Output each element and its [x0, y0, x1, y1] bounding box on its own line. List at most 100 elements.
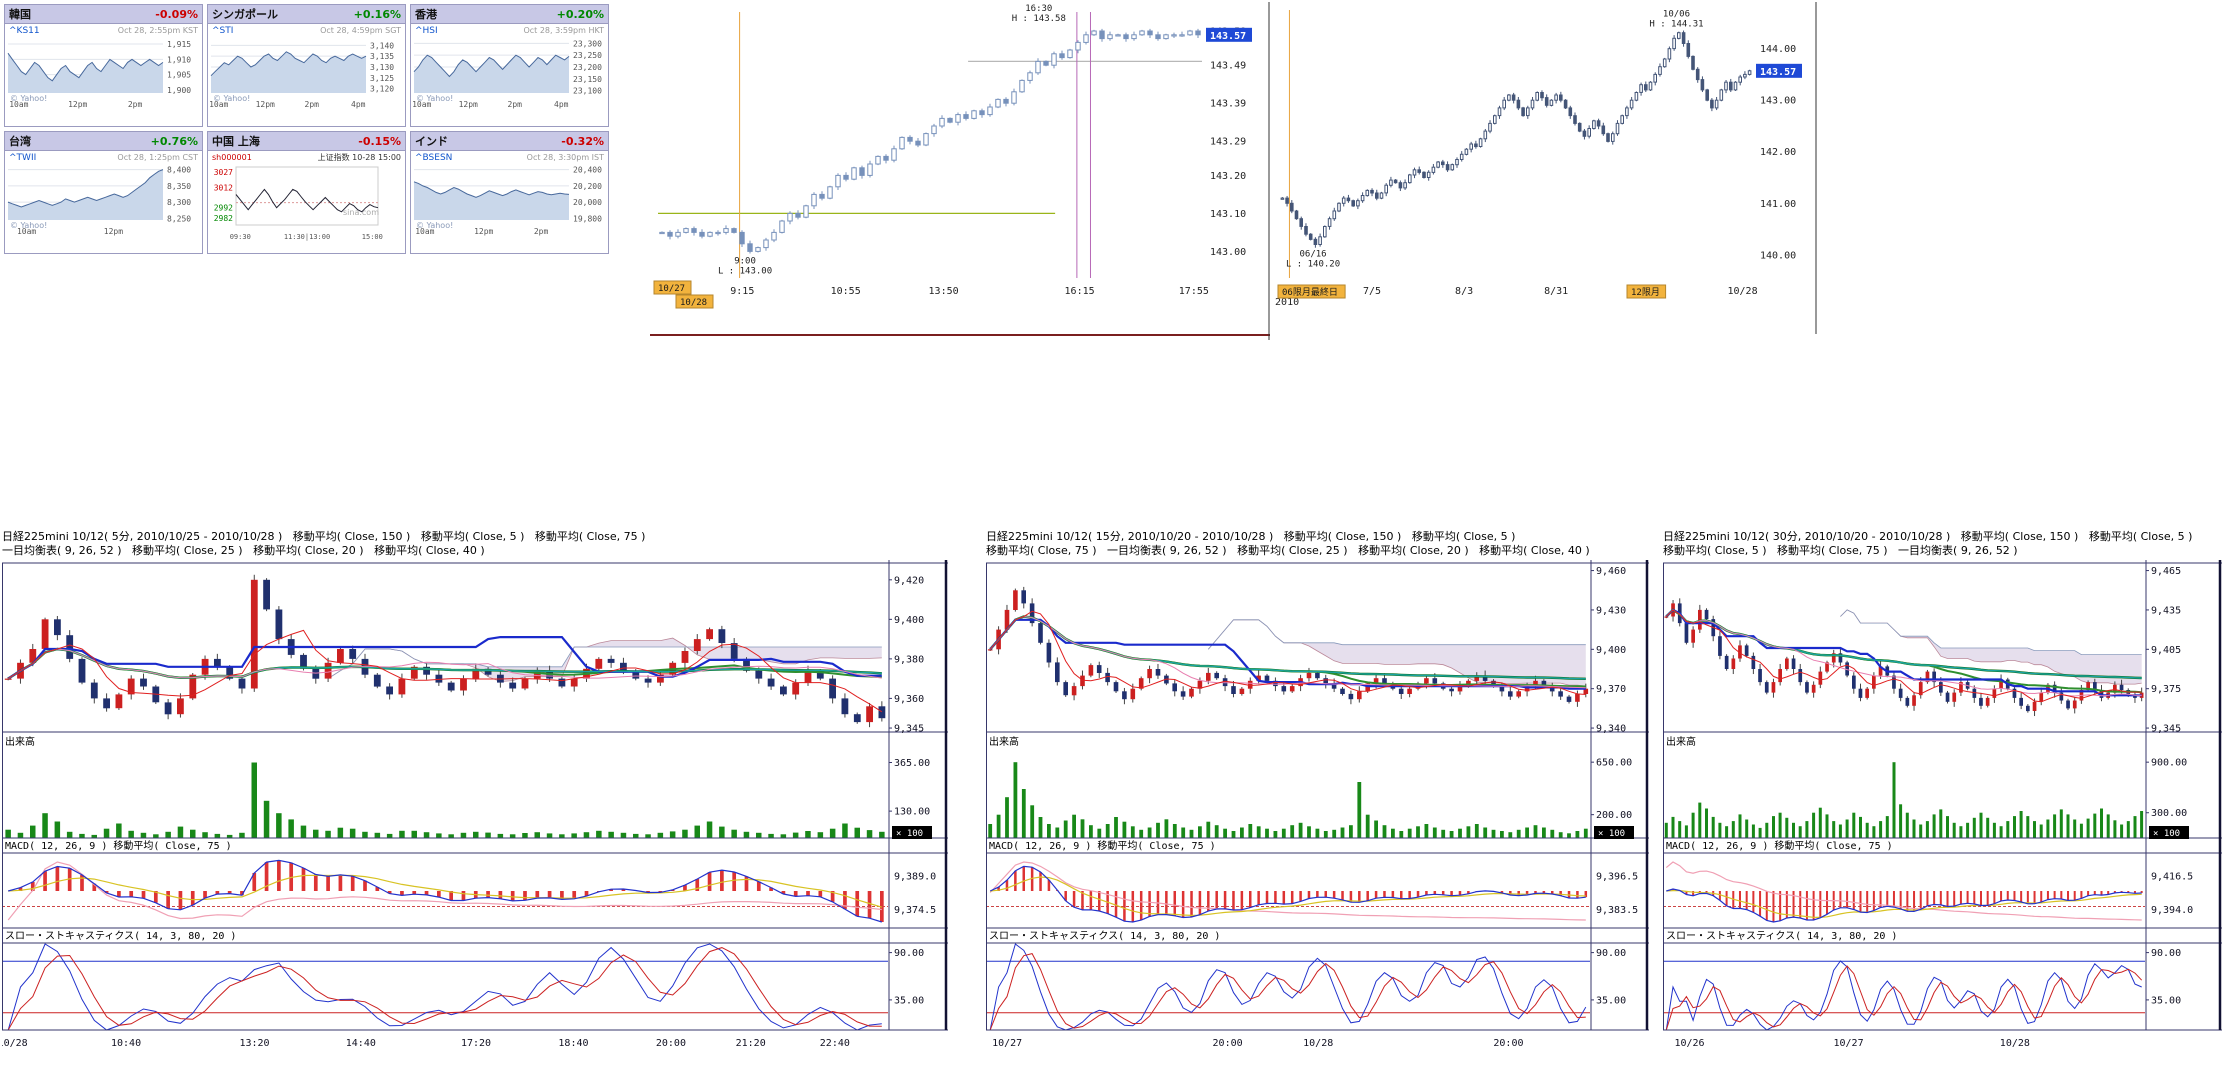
svg-text:20:00: 20:00	[1493, 1038, 1523, 1049]
yahoo-watermark: © Yahoo!	[10, 94, 48, 103]
svg-text:06/16: 06/16	[1299, 250, 1326, 260]
svg-text:143.29: 143.29	[1210, 137, 1246, 148]
svg-text:8/3: 8/3	[1455, 286, 1473, 297]
market-change-badge: -0.09%	[155, 7, 198, 21]
svg-text:9,389.0: 9,389.0	[894, 872, 936, 883]
svg-text:H : 144.31: H : 144.31	[1649, 20, 1703, 30]
svg-text:MACD( 12, 26, 9 ) 移動平均( Clos: MACD( 12, 26, 9 ) 移動平均( Close, 75 )	[5, 839, 232, 852]
ticker-link[interactable]: ^BSESN	[415, 152, 453, 163]
svg-text:17:20: 17:20	[461, 1038, 491, 1049]
svg-text:143.00: 143.00	[1760, 96, 1796, 107]
svg-text:3,125: 3,125	[370, 74, 394, 83]
svg-text:9,370: 9,370	[1596, 684, 1626, 695]
market-tile-taiwan: 台湾 +0.76% ^TWII Oct 28, 1:25pm CST 8,400…	[4, 131, 203, 254]
svg-text:1,910: 1,910	[167, 55, 191, 64]
svg-text:18:40: 18:40	[558, 1038, 588, 1049]
svg-text:2010: 2010	[1275, 297, 1299, 308]
chart-legend: 移動平均( Close, 5 ) 移動平均( Close, 75 ) 一目均衡表…	[1663, 544, 2018, 557]
svg-text:20:00: 20:00	[1213, 1038, 1243, 1049]
market-change-badge: +0.16%	[353, 7, 401, 21]
svg-text:2pm: 2pm	[534, 227, 549, 236]
svg-text:10:55: 10:55	[831, 286, 861, 297]
svg-text:12pm: 12pm	[68, 100, 87, 109]
tile-info-row: ^TWII Oct 28, 1:25pm CST	[5, 151, 202, 164]
svg-text:3,120: 3,120	[370, 85, 394, 94]
svg-text:9,360: 9,360	[894, 694, 924, 705]
svg-text:23,200: 23,200	[573, 63, 602, 72]
svg-text:1,915: 1,915	[167, 40, 191, 49]
svg-text:15:00: 15:00	[362, 233, 383, 241]
chart-canvas: 23,300 23,250 23,200 23,150 23,100 10am 12pm 2p…	[411, 37, 608, 126]
svg-text:2992: 2992	[214, 204, 233, 213]
ticker-link[interactable]: ^HSI	[415, 25, 438, 36]
svg-text:143.57: 143.57	[1760, 67, 1796, 78]
market-tile-singapore: シンガポール +0.16% ^STI Oct 28, 4:59pm SGT 3,…	[207, 4, 406, 127]
svg-text:300.00: 300.00	[2151, 808, 2187, 819]
yahoo-watermark: © Yahoo!	[416, 94, 454, 103]
svg-text:650.00: 650.00	[1596, 758, 1632, 769]
chart-header: 日経225mini 10/12( 30分, 2010/10/20 - 2010/…	[1663, 530, 2222, 560]
svg-text:144.00: 144.00	[1760, 44, 1796, 55]
tile-header: 香港 +0.20%	[411, 5, 608, 24]
svg-text:3,135: 3,135	[370, 52, 394, 61]
market-tile-korea: 韓国 -0.09% ^KS11 Oct 28, 2:55pm KST 1,915…	[4, 4, 203, 127]
svg-text:10/28: 10/28	[2000, 1038, 2030, 1049]
svg-text:出来高: 出来高	[1666, 735, 1696, 748]
svg-text:9,345: 9,345	[894, 724, 924, 735]
market-tile-hongkong: 香港 +0.20% ^HSI Oct 28, 3:59pm HKT 23,300…	[410, 4, 609, 127]
svg-text:10/06: 10/06	[1663, 10, 1690, 20]
jgb-daily-candle-chart: 144.00 143.00 142.00 141.00 140.00 143.57 10/0…	[1272, 2, 1817, 334]
svg-text:10am: 10am	[412, 100, 431, 109]
svg-text:9:15: 9:15	[730, 286, 754, 297]
chart-title: 日経225mini 10/12( 30分, 2010/10/20 - 2010/…	[1663, 530, 2193, 543]
svg-text:スロー・ストキャスティクス( 14, 3, 80, 20 ): スロー・ストキャスティクス( 14, 3, 80, 20 )	[989, 930, 1220, 942]
svg-text:143.39: 143.39	[1210, 99, 1246, 110]
svg-text:90.00: 90.00	[1596, 948, 1626, 959]
market-name: 韓国	[9, 8, 31, 21]
shanghai-index-code: sh000001	[212, 152, 252, 162]
chart-legend: 一目均衡表( 9, 26, 52 ) 移動平均( Close, 25 ) 移動平…	[2, 544, 485, 557]
svg-text:× 100: × 100	[2153, 829, 2180, 839]
market-name: 台湾	[9, 135, 31, 148]
ticker-link[interactable]: ^TWII	[9, 152, 37, 163]
svg-text:143.20: 143.20	[1210, 171, 1246, 182]
svg-text:9,460: 9,460	[1596, 566, 1626, 577]
svg-text:10am: 10am	[17, 227, 36, 236]
svg-text:10/27: 10/27	[992, 1038, 1022, 1049]
chart-canvas: 20,400 20,200 20,000 19,800 10am 12pm 2pm	[411, 164, 608, 253]
n225mini-30min-chart: 日経225mini 10/12( 30分, 2010/10/20 - 2010/…	[1663, 530, 2222, 1075]
svg-text:2982: 2982	[214, 214, 233, 223]
svg-text:MACD( 12, 26, 9 ) 移動平均( Clos: MACD( 12, 26, 9 ) 移動平均( Close, 75 )	[989, 839, 1216, 852]
market-name: シンガポール	[212, 8, 278, 21]
svg-text:16:30: 16:30	[1025, 4, 1052, 14]
shanghai-mini-chart: 3027 3012 2992 2982 09:30 11:30|13:00 15:00 si…	[208, 163, 405, 247]
sina-watermark: sina.com	[343, 208, 379, 217]
svg-text:23,100: 23,100	[573, 87, 602, 96]
yahoo-watermark: © Yahoo!	[10, 221, 48, 230]
svg-text:140.00: 140.00	[1760, 250, 1796, 261]
ticker-link[interactable]: ^STI	[212, 25, 234, 36]
svg-text:1,900: 1,900	[167, 86, 191, 95]
svg-text:35.00: 35.00	[894, 995, 924, 1006]
svg-text:8,300: 8,300	[167, 198, 191, 207]
jgb-intraday-candle-chart: 143.58143.49143.39143.29143.20143.10143.…	[650, 2, 1270, 340]
shanghai-index-title: 上证指数 10-28 15:00	[317, 152, 401, 162]
svg-text:90.00: 90.00	[2151, 948, 2181, 959]
svg-text:9,375: 9,375	[2151, 684, 2181, 695]
svg-text:23,150: 23,150	[573, 75, 602, 84]
svg-text:9,340: 9,340	[1596, 724, 1626, 735]
market-name: インド	[415, 135, 448, 148]
svg-text:× 100: × 100	[896, 829, 923, 839]
svg-text:10/28: 10/28	[2, 1038, 28, 1049]
svg-text:スロー・ストキャスティクス( 14, 3, 80, 20 ): スロー・ストキャスティクス( 14, 3, 80, 20 )	[1666, 930, 1897, 942]
market-name: 中国 上海	[212, 135, 260, 148]
svg-text:9,430: 9,430	[1596, 605, 1626, 616]
ticker-link[interactable]: ^KS11	[9, 25, 40, 36]
svg-text:13:20: 13:20	[239, 1038, 269, 1049]
svg-text:365.00: 365.00	[894, 758, 930, 769]
market-tile-shanghai: 中国 上海 -0.15% sh000001 上证指数 10-28 15:00 3…	[207, 131, 406, 254]
svg-text:1,905: 1,905	[167, 71, 191, 80]
svg-text:2pm: 2pm	[508, 100, 523, 109]
svg-text:4pm: 4pm	[554, 100, 569, 109]
svg-text:10:40: 10:40	[111, 1038, 141, 1049]
